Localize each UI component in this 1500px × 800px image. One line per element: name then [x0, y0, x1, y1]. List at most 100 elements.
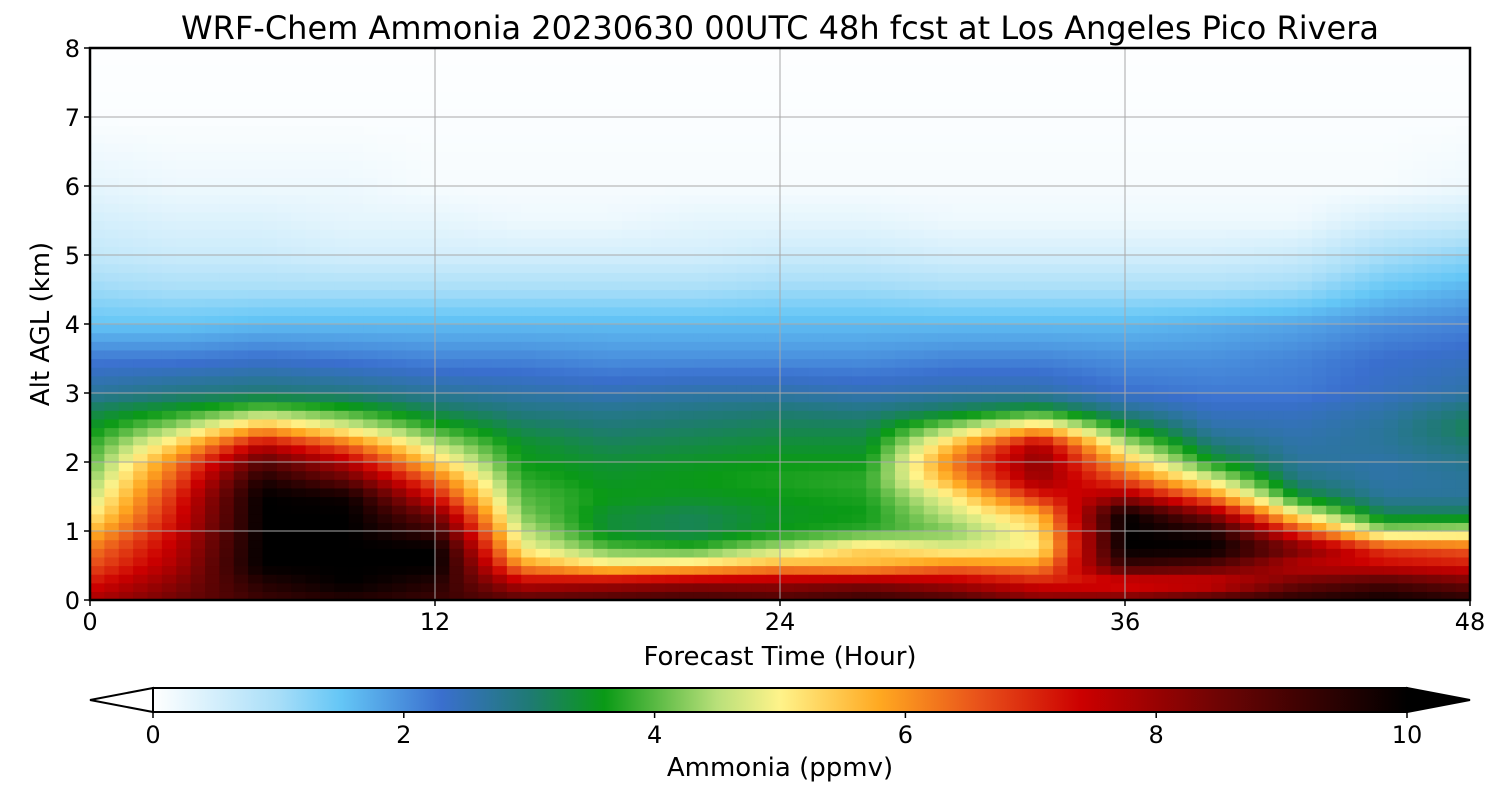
- heatmap-cell: [564, 496, 580, 506]
- heatmap-cell: [621, 237, 637, 247]
- heatmap-cell: [851, 289, 867, 299]
- heatmap-cell: [851, 591, 867, 600]
- heatmap-cell: [837, 341, 853, 351]
- heatmap-cell: [1340, 384, 1356, 394]
- heatmap-cell: [147, 280, 163, 291]
- heatmap-cell: [1268, 186, 1284, 196]
- heatmap-cell: [1168, 574, 1184, 584]
- heatmap-cell: [1110, 418, 1126, 429]
- heatmap-cell: [391, 479, 407, 489]
- heatmap-cell: [966, 375, 982, 385]
- heatmap-cell: [1383, 229, 1399, 239]
- heatmap-cell: [851, 522, 867, 532]
- heatmap-cell: [1412, 513, 1428, 523]
- heatmap-cell: [1139, 582, 1155, 592]
- heatmap-cell: [1096, 582, 1112, 592]
- heatmap-cell: [765, 211, 781, 222]
- heatmap-cell: [1053, 358, 1069, 368]
- heatmap-cell: [391, 427, 407, 437]
- heatmap-cell: [1024, 237, 1040, 247]
- heatmap-cell: [808, 168, 824, 178]
- heatmap-cell: [133, 479, 149, 489]
- heatmap-cell: [981, 203, 997, 213]
- heatmap-cell: [895, 177, 910, 187]
- heatmap-cell: [880, 229, 896, 239]
- heatmap-cell: [1010, 436, 1025, 446]
- heatmap-cell: [751, 479, 767, 489]
- heatmap-cell: [1340, 539, 1356, 549]
- heatmap-cell: [506, 505, 522, 515]
- heatmap-cell: [938, 237, 954, 247]
- heatmap-cell: [190, 565, 206, 575]
- heatmap-cell: [1196, 384, 1212, 394]
- heatmap-cell: [492, 177, 508, 187]
- heatmap-cell: [1211, 427, 1227, 437]
- heatmap-cell: [981, 246, 997, 256]
- heatmap-cell: [1369, 531, 1385, 541]
- heatmap-cell: [880, 203, 896, 213]
- heatmap-cell: [607, 462, 623, 472]
- heatmap-cell: [550, 151, 565, 161]
- heatmap-cell: [535, 436, 551, 446]
- heatmap-cell: [1455, 263, 1470, 273]
- heatmap-cell: [506, 574, 522, 584]
- heatmap-cell: [334, 496, 350, 506]
- heatmap-cell: [621, 574, 637, 584]
- heatmap-cell: [895, 539, 910, 549]
- heatmap-cell: [607, 548, 623, 558]
- heatmap-cell: [305, 272, 321, 282]
- heatmap-cell: [147, 358, 163, 368]
- heatmap-cell: [636, 186, 652, 196]
- heatmap-cell: [521, 306, 537, 316]
- heatmap-cell: [909, 349, 925, 360]
- heatmap-cell: [621, 229, 637, 239]
- heatmap-cell: [133, 384, 149, 394]
- heatmap-cell: [966, 237, 982, 247]
- heatmap-cell: [190, 246, 206, 256]
- heatmap-cell: [1412, 358, 1428, 368]
- heatmap-cell: [650, 410, 666, 420]
- heatmap-cell: [1383, 168, 1399, 178]
- heatmap-cell: [550, 479, 565, 489]
- heatmap-cell: [866, 531, 882, 541]
- heatmap-cell: [1125, 151, 1140, 161]
- heatmap-cell: [276, 513, 292, 523]
- heatmap-cell: [305, 539, 321, 549]
- heatmap-cell: [837, 263, 853, 273]
- heatmap-cell: [923, 487, 939, 498]
- heatmap-cell: [780, 479, 795, 489]
- heatmap-cell: [1297, 349, 1313, 360]
- heatmap-cell: [435, 211, 450, 222]
- heatmap-cell: [823, 237, 839, 247]
- heatmap-cell: [161, 393, 177, 403]
- heatmap-cell: [607, 591, 623, 600]
- heatmap-cell: [981, 211, 997, 222]
- heatmap-cell: [1067, 462, 1083, 472]
- heatmap-cell: [823, 375, 839, 385]
- heatmap-cell: [866, 237, 882, 247]
- heatmap-cell: [895, 487, 910, 498]
- heatmap-cell: [190, 229, 206, 239]
- heatmap-cell: [406, 237, 422, 247]
- heatmap-cell: [736, 151, 752, 161]
- heatmap-cell: [1326, 462, 1342, 472]
- heatmap-cell: [607, 324, 623, 334]
- heatmap-cell: [1369, 582, 1385, 592]
- heatmap-cell: [133, 255, 149, 265]
- heatmap-cell: [1153, 203, 1169, 213]
- heatmap-cell: [995, 427, 1011, 437]
- heatmap-cell: [377, 513, 393, 523]
- heatmap-cell: [1369, 298, 1385, 308]
- heatmap-cell: [909, 186, 925, 196]
- heatmap-cell: [1383, 393, 1399, 403]
- heatmap-cell: [693, 237, 709, 247]
- heatmap-cell: [233, 548, 249, 558]
- heatmap-cell: [1168, 591, 1184, 600]
- heatmap-cell: [1024, 220, 1040, 230]
- heatmap-cell: [1110, 255, 1126, 265]
- heatmap-cell: [751, 513, 767, 523]
- heatmap-cell: [104, 237, 120, 247]
- heatmap-cell: [1240, 194, 1255, 204]
- heatmap-cell: [636, 324, 652, 334]
- heatmap-cell: [291, 220, 307, 230]
